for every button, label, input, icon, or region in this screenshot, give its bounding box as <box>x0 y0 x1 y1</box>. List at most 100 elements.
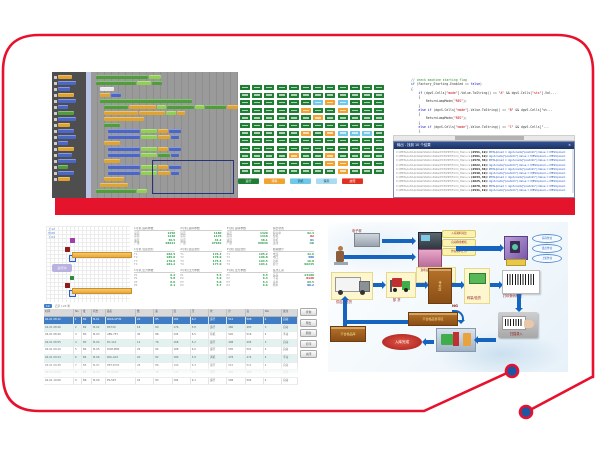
side-button[interactable]: 打印 <box>300 339 317 348</box>
status-cell[interactable] <box>325 145 336 151</box>
status-cell[interactable] <box>240 145 250 151</box>
table-cell[interactable]: PE-HD80 <box>106 370 136 378</box>
status-cell[interactable] <box>252 153 263 159</box>
toolbox-block-pill[interactable] <box>58 105 68 109</box>
toolbox-block[interactable] <box>54 99 84 103</box>
status-cell[interactable] <box>374 130 385 136</box>
status-cell[interactable] <box>252 160 263 166</box>
table-cell[interactable]: 运行 <box>209 339 228 348</box>
table-cell[interactable]: B2 <box>82 324 92 333</box>
status-cell[interactable] <box>325 115 336 121</box>
code-block-row[interactable] <box>108 153 238 157</box>
code-block[interactable] <box>108 135 140 139</box>
toolbox-block-pill[interactable] <box>58 165 68 169</box>
toolbox-block-pill[interactable] <box>58 135 76 139</box>
toolbox-block-pill[interactable] <box>58 147 74 151</box>
code-block-row[interactable] <box>96 75 238 79</box>
status-cell[interactable] <box>349 168 360 174</box>
column-header[interactable]: 压 <box>190 309 209 317</box>
table-cell[interactable]: PC-110 <box>106 339 136 348</box>
table-cell[interactable]: M-03 <box>92 332 106 340</box>
code-block[interactable] <box>108 165 140 169</box>
status-cell[interactable] <box>300 107 311 113</box>
code-block-row[interactable] <box>104 105 238 109</box>
table-cell[interactable]: B5 <box>82 362 92 371</box>
table-cell[interactable]: 3 <box>263 339 282 348</box>
status-cell[interactable] <box>313 85 324 90</box>
table-cell[interactable]: 6.3 <box>190 362 209 371</box>
table-cell[interactable]: M-09 <box>92 377 106 386</box>
table-cell[interactable]: 手动 <box>282 354 298 363</box>
status-cell[interactable] <box>252 122 263 128</box>
table-cell[interactable]: 运行 <box>209 317 228 325</box>
table-cell[interactable]: 运行 <box>209 347 228 355</box>
status-cell[interactable] <box>264 92 275 98</box>
status-cell[interactable] <box>300 100 311 106</box>
table-cell[interactable]: 04-01 09:10 <box>44 347 74 355</box>
status-cell[interactable] <box>337 107 348 113</box>
status-cell[interactable] <box>264 153 275 159</box>
table-cell[interactable]: 501 <box>245 347 264 355</box>
column-header[interactable]: 时间 <box>44 309 74 317</box>
table-cell[interactable]: 7 <box>74 362 82 371</box>
table-cell[interactable]: 498 <box>227 339 246 348</box>
table-cell[interactable]: ABS-757 <box>106 332 136 340</box>
column-header[interactable]: 机台 <box>92 309 106 317</box>
table-cell[interactable]: 28 <box>136 362 155 371</box>
status-cell[interactable] <box>240 107 250 113</box>
status-cell[interactable] <box>337 153 348 159</box>
status-cell[interactable] <box>349 115 360 121</box>
table-cell[interactable]: B6 <box>82 377 92 386</box>
code-block[interactable] <box>205 105 226 109</box>
table-cell[interactable]: 24 <box>136 317 155 325</box>
run-state-button[interactable]: 运行中 <box>52 264 72 272</box>
table-cell[interactable]: 自动 <box>282 317 298 325</box>
status-cell[interactable] <box>300 122 311 128</box>
table-cell[interactable]: 4 <box>74 339 82 348</box>
table-cell[interactable]: 82 <box>154 354 173 363</box>
table-cell[interactable]: 76 <box>154 339 173 348</box>
toolbox-block[interactable] <box>54 117 84 121</box>
status-cell[interactable] <box>313 160 324 166</box>
status-cell[interactable] <box>325 130 336 136</box>
status-cell[interactable] <box>252 85 263 90</box>
table-cell[interactable]: 30 <box>136 332 155 340</box>
status-cell[interactable] <box>337 160 348 166</box>
status-cell[interactable] <box>300 92 311 98</box>
code-block[interactable] <box>96 189 136 193</box>
table-cell[interactable]: 86 <box>154 362 173 371</box>
code-block[interactable] <box>166 111 176 115</box>
table-cell[interactable]: 85 <box>154 317 173 325</box>
code-block[interactable] <box>137 81 151 85</box>
toolbox-block-pill[interactable] <box>58 177 70 181</box>
code-block[interactable] <box>104 123 120 127</box>
toolbox-block[interactable] <box>54 123 84 127</box>
toolbox-block-pill[interactable] <box>58 111 74 115</box>
code-block[interactable] <box>158 153 170 157</box>
table-cell[interactable]: 176 <box>172 324 191 333</box>
table-cell[interactable]: 511 <box>245 362 264 371</box>
status-cell[interactable] <box>374 145 385 151</box>
status-cell[interactable] <box>240 115 250 121</box>
status-cell[interactable] <box>313 115 324 121</box>
status-cell[interactable] <box>337 122 348 128</box>
code-block[interactable] <box>100 183 128 187</box>
table-cell[interactable]: 5 <box>74 347 82 355</box>
column-header[interactable]: 速 <box>154 309 173 317</box>
table-cell[interactable]: PS-525 <box>106 377 136 386</box>
code-block[interactable] <box>104 177 124 181</box>
status-cell[interactable] <box>349 153 360 159</box>
code-block[interactable] <box>100 93 110 97</box>
toolbox-block-pill[interactable] <box>58 171 74 175</box>
table-cell[interactable]: 4 <box>263 362 282 371</box>
toolbox-block-pill[interactable] <box>58 117 76 121</box>
status-cell[interactable] <box>325 85 336 90</box>
table-cell[interactable]: 520 <box>227 332 246 340</box>
code-block[interactable] <box>171 135 179 139</box>
table-cell[interactable]: 172 <box>172 370 191 378</box>
status-cell[interactable] <box>361 153 372 159</box>
toolbox-block[interactable] <box>54 171 84 175</box>
table-cell[interactable]: B4 <box>82 347 92 355</box>
status-cell[interactable] <box>288 130 299 136</box>
code-block[interactable] <box>139 111 165 115</box>
